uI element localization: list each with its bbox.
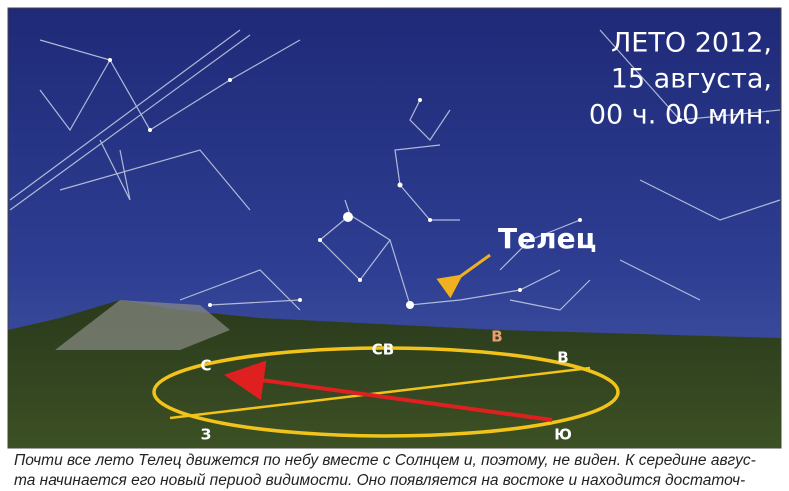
title-line: 00 ч. 00 мин. bbox=[589, 100, 772, 131]
sky-map: ЛЕТО 2012, 15 августа, 00 ч. 00 мин. Тел… bbox=[0, 0, 789, 450]
page: ЛЕТО 2012, 15 августа, 00 ч. 00 мин. Тел… bbox=[0, 0, 789, 491]
title-line: 15 августа, bbox=[611, 64, 772, 95]
direction-label: З bbox=[201, 426, 212, 444]
direction-label: В bbox=[557, 349, 568, 367]
direction-label: В bbox=[491, 328, 502, 346]
title-line: ЛЕТО 2012, bbox=[611, 28, 772, 59]
direction-label: С bbox=[200, 357, 211, 375]
direction-label: СВ bbox=[372, 341, 394, 359]
constellation-label: Телец bbox=[498, 222, 596, 255]
caption-line: та начинается его новый период видимости… bbox=[14, 472, 784, 490]
caption-line: Почти все лето Телец движется по небу вм… bbox=[14, 452, 784, 470]
direction-label: Ю bbox=[554, 426, 572, 444]
